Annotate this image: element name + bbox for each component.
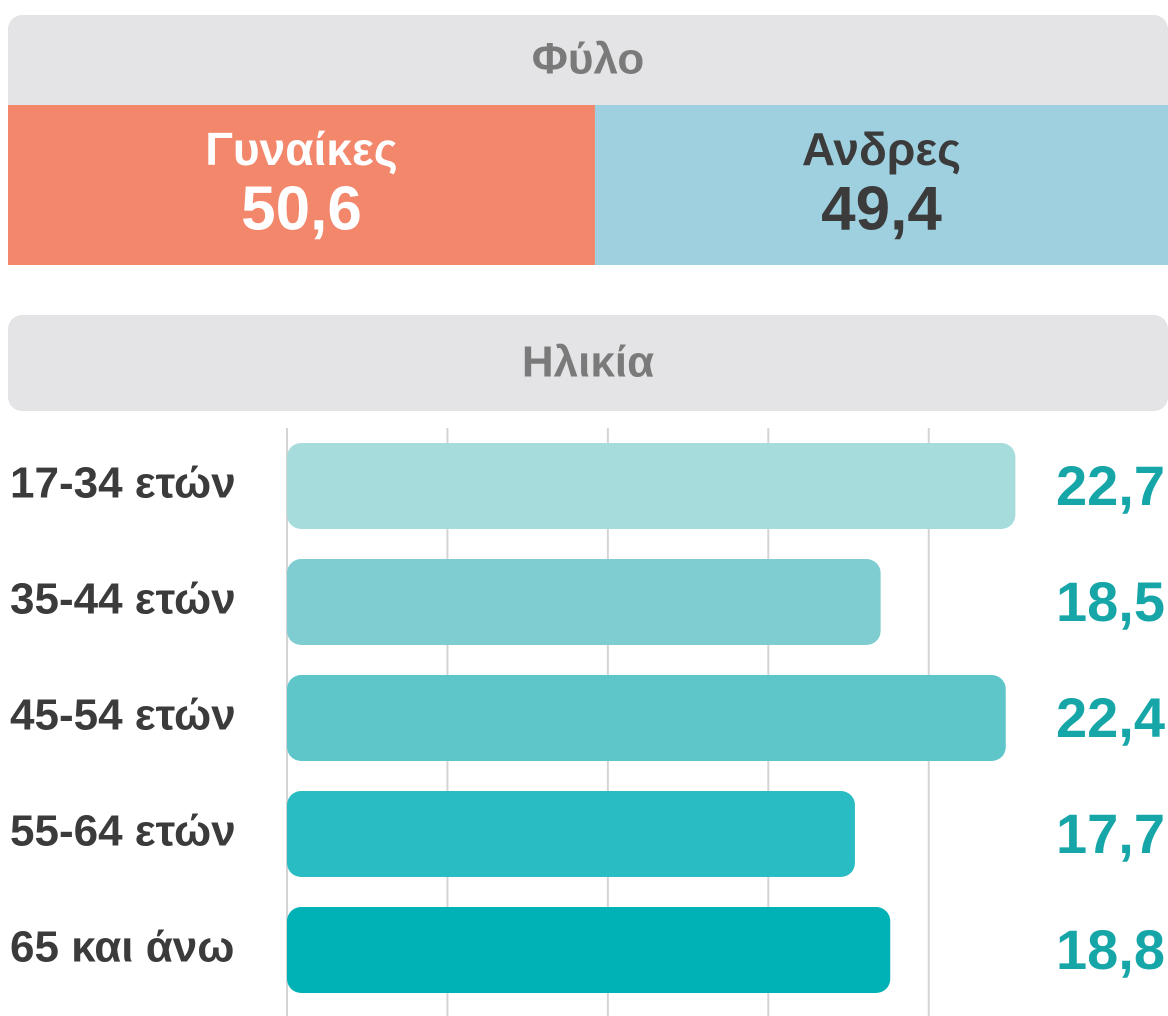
segment-value: 49,4 (821, 174, 942, 243)
bar (287, 791, 855, 877)
bar (287, 443, 1016, 529)
segment (8, 105, 595, 265)
category-label: 35-44 ετών (10, 575, 236, 624)
segment-label: Ανδρες (802, 123, 961, 175)
category-label: 55-64 ετών (10, 807, 236, 856)
value-label: 18,8 (1056, 918, 1165, 981)
segment (594, 105, 1168, 265)
section-header (8, 15, 1168, 125)
segment-value: 50,6 (241, 174, 362, 243)
bar (287, 675, 1006, 761)
category-label: 17-34 ετών (10, 459, 236, 508)
bar (287, 907, 891, 993)
section-title: Ηλικία (522, 338, 654, 387)
value-label: 18,5 (1056, 570, 1165, 633)
value-label: 22,7 (1056, 454, 1165, 517)
segment-label: Γυναίκες (205, 123, 397, 175)
bar (287, 559, 881, 645)
section-header (8, 315, 1168, 411)
section-title: Φύλο (532, 35, 645, 84)
category-label: 65 και άνω (10, 923, 234, 972)
category-label: 45-54 ετών (10, 691, 236, 740)
value-label: 22,4 (1056, 686, 1165, 749)
value-label: 17,7 (1056, 802, 1165, 865)
